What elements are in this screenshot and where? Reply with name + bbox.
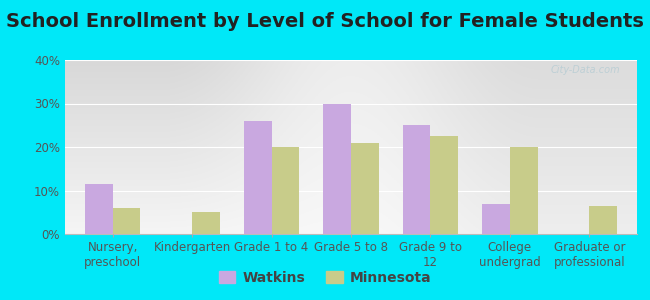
Bar [510, 147, 538, 234]
Bar [402, 125, 430, 234]
Legend: Watkins, Minnesota: Watkins, Minnesota [213, 265, 437, 290]
Bar [272, 147, 300, 234]
Bar [244, 121, 272, 234]
Bar [85, 184, 112, 234]
Text: City-Data.com: City-Data.com [550, 65, 620, 75]
Text: School Enrollment by Level of School for Female Students: School Enrollment by Level of School for… [6, 12, 644, 31]
Bar [323, 103, 351, 234]
Bar [590, 206, 617, 234]
Bar [430, 136, 458, 234]
Bar [112, 208, 140, 234]
Bar [351, 143, 379, 234]
Bar [192, 212, 220, 234]
Bar [482, 203, 510, 234]
